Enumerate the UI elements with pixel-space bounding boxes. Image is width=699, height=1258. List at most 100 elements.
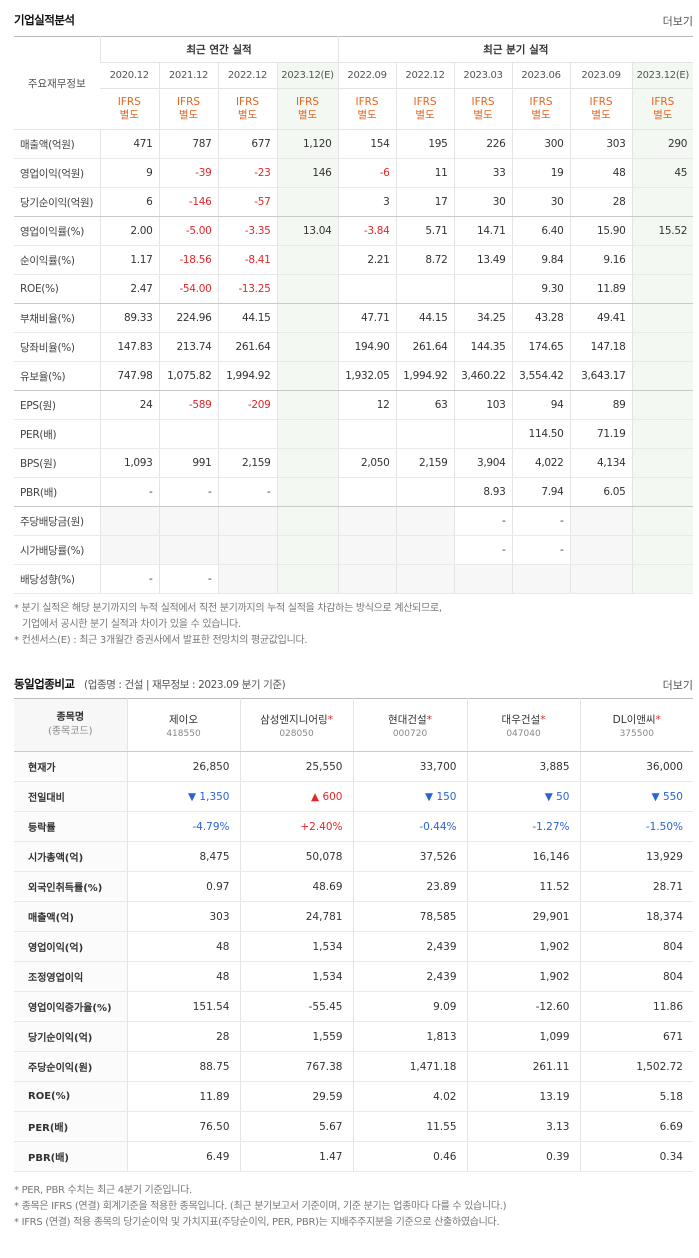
value-cell: 36,000: [579, 751, 693, 782]
value-cell: 48: [126, 931, 240, 962]
value-cell: 23.89: [352, 871, 467, 902]
value-cell: 147.18: [569, 332, 633, 362]
empty-cell: [337, 274, 397, 304]
basis-line: 별도: [357, 109, 377, 121]
basis-line: 별도: [653, 109, 673, 121]
value-cell: 94: [511, 390, 571, 420]
company-marker: *: [655, 713, 661, 726]
company-marker: *: [327, 713, 333, 726]
value-cell: 48.69: [239, 871, 353, 902]
more-link[interactable]: 더보기: [662, 15, 693, 28]
value-cell: +2.40%: [239, 811, 353, 842]
period: 2023.12(E): [631, 62, 694, 89]
data-row: 주당배당금(원) - -: [14, 506, 694, 536]
value-cell: 194.90: [337, 332, 397, 362]
value-cell: 1,902: [466, 961, 580, 992]
value-cell: -1.50%: [579, 811, 693, 842]
row-label: 매출액(억원): [14, 129, 100, 159]
value-cell: 1,902: [466, 931, 580, 962]
value-cell: 147.83: [99, 332, 159, 362]
basis-line: IFRS: [295, 96, 320, 108]
data-row: 외국인취득률(%) 0.97 48.69 23.89 11.52 28.71: [14, 871, 693, 902]
empty-cell: [631, 187, 694, 217]
empty-cell: [395, 419, 455, 449]
data-row: ROE(%) 2.47 -54.00 -13.25 9.30 11.89: [14, 274, 694, 304]
value-cell: 787: [158, 129, 218, 159]
empty-cell: [395, 477, 455, 507]
value-cell: -54.00: [158, 274, 218, 304]
value-cell: 1,994.92: [217, 361, 277, 391]
value-cell: 5.71: [395, 216, 455, 246]
value-cell: 261.11: [466, 1051, 580, 1082]
note: 기업에서 공시한 분기 실적과 차이가 있을 수 있습니다.: [22, 619, 241, 630]
period: 2023.06: [511, 62, 571, 89]
row-label: 현재가: [14, 751, 127, 782]
data-row: 전일대비 ▼ 1,350 ▲ 600 ▼ 150 ▼ 50 ▼ 550: [14, 781, 693, 812]
basis-line: IFRS: [471, 96, 495, 108]
value-cell: 71.19: [569, 419, 633, 449]
row-label: BPS(원): [14, 448, 100, 478]
value-cell: 30: [511, 187, 571, 217]
header-row: 2020.12 2021.12 2022.12 2023.12(E) 2022.09 20…: [14, 62, 694, 89]
value-cell: 1,534: [239, 931, 353, 962]
row-label: PBR(배): [14, 477, 100, 507]
company-name: 제이오: [169, 713, 198, 726]
peers-header: 동일업종비교 (업종명 : 건설 | 재무정보 : 2023.09 분기 기준)…: [14, 674, 693, 694]
value-cell: 991: [158, 448, 218, 478]
row-label: 영업이익률(%): [14, 216, 100, 246]
basis-line: 별도: [297, 109, 318, 121]
value-cell: 88.75: [126, 1051, 240, 1082]
empty-cell: [631, 506, 694, 536]
value-cell: 12: [337, 390, 397, 420]
company-code: 028050: [279, 728, 314, 739]
value-cell: 4.02: [352, 1081, 467, 1112]
empty-cell: [631, 419, 694, 449]
value-cell: 767.38: [239, 1051, 353, 1082]
company-name: 삼성엔지니어링: [260, 713, 328, 726]
company-name: 대우건설: [501, 713, 541, 726]
basis-line: IFRS: [235, 96, 260, 108]
value-cell: 11.52: [466, 871, 580, 902]
value-cell: 4,022: [511, 448, 571, 478]
basis-line: IFRS: [355, 96, 379, 108]
company-marker: *: [426, 713, 432, 726]
company-name-line: 현대건설*: [388, 714, 432, 726]
value-cell: -: [217, 477, 277, 507]
company: DL이앤씨* 375500: [579, 698, 693, 752]
empty-cell: [631, 390, 694, 420]
value-cell: 1,813: [352, 1021, 467, 1052]
value-cell: 0.34: [579, 1141, 693, 1172]
empty-cell: [276, 332, 339, 362]
data-row: 당기순이익(억) 28 1,559 1,813 1,099 671: [14, 1021, 693, 1052]
basis-line: IFRS: [589, 96, 613, 108]
data-row: ROE(%) 11.89 29.59 4.02 13.19 5.18: [14, 1081, 693, 1112]
value-cell: 300: [511, 129, 571, 159]
value-cell: 9.30: [511, 274, 571, 304]
more-link[interactable]: 더보기: [662, 679, 693, 692]
value-cell: 2.00: [99, 216, 159, 246]
row-label: PBR(배): [14, 1141, 127, 1172]
peers-notes: * PER, PBR 수치는 최근 4분기 기준입니다. * 종목은 IFRS (…: [14, 1183, 507, 1231]
basis-line: IFRS: [176, 96, 201, 108]
basis-line: IFRS: [413, 96, 437, 108]
basis-line: IFRS: [651, 96, 675, 108]
value-cell: 48: [126, 961, 240, 992]
value-cell: 47.71: [337, 303, 397, 333]
value-cell: 13,929: [579, 841, 693, 872]
empty-cell: [276, 390, 339, 420]
value-cell: 6.49: [126, 1141, 240, 1172]
basis: IFRS 별도: [217, 88, 277, 130]
basis: IFRS 별도: [631, 88, 694, 130]
header-row: IFRS 별도 IFRS 별도 IFRS 별도 IFRS 별도 IFRS 별도 IFRS 별도 IFRS…: [14, 88, 694, 130]
value-cell: 1,075.82: [158, 361, 218, 391]
value-cell: 0.97: [126, 871, 240, 902]
value-cell: 226: [453, 129, 513, 159]
value-cell: -3.35: [217, 216, 277, 246]
data-row: 유보율(%) 747.98 1,075.82 1,994.92 1,932.05 1,99…: [14, 361, 694, 391]
row-header: 주요재무정보: [14, 36, 100, 130]
value-cell: 2,439: [352, 961, 467, 992]
row-label: 유보율(%): [14, 361, 100, 391]
period: 2023.03: [453, 62, 513, 89]
